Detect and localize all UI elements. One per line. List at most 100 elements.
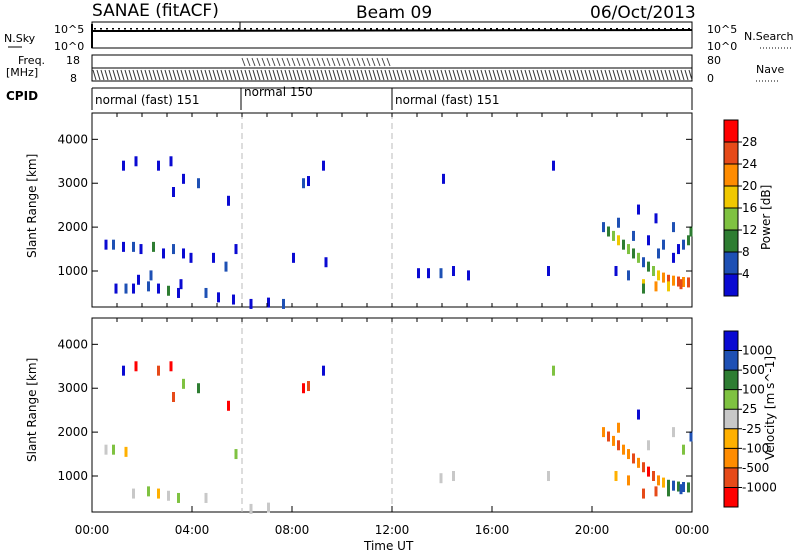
x-tick-label: 16:00 [475, 523, 510, 537]
nsearch-mark [520, 28, 522, 30]
data-cell [249, 503, 253, 514]
nave-mark [496, 69, 501, 81]
data-cell [654, 486, 658, 497]
colorbar-swatch [724, 120, 738, 142]
data-cell [147, 486, 150, 497]
nave-mark [556, 69, 561, 81]
nave-mark [600, 69, 605, 81]
nsearch-mark [334, 28, 336, 30]
nsearch-mark [682, 28, 684, 30]
nave-mark [120, 69, 125, 81]
data-cell [642, 283, 645, 294]
nsearch-mark [268, 28, 270, 30]
nave-mark [612, 69, 617, 81]
data-cell [622, 239, 625, 250]
nsearch-mark [310, 28, 312, 30]
data-cell [104, 239, 108, 250]
data-cell [642, 488, 645, 499]
freq-unit-label: [MHz] [6, 66, 38, 79]
nave-mark [312, 69, 317, 81]
nsearch-mark [580, 28, 582, 30]
data-cell [682, 444, 685, 455]
nave-mark [456, 69, 461, 81]
nave-mark [188, 69, 193, 81]
colorbar-tick-label: -1000 [742, 480, 777, 494]
nave-mark [440, 69, 445, 81]
nave-mark [392, 69, 397, 81]
data-cell [687, 482, 690, 493]
nsearch-mark [418, 28, 420, 30]
power-colorbar-label: Power [dB] [759, 185, 773, 250]
data-cell [622, 444, 625, 455]
nave-mark [316, 69, 321, 81]
nave-mark [464, 69, 469, 81]
nsearch-mark [286, 28, 288, 30]
nave-mark [124, 69, 129, 81]
data-cell [172, 187, 175, 198]
nsearch-mark [586, 28, 588, 30]
nave-mark [296, 69, 301, 81]
nave-mark [412, 69, 417, 81]
data-cell [452, 471, 455, 482]
colorbar-tick-label: 25 [742, 402, 757, 416]
freq-mark [311, 57, 316, 67]
nave-tick-top: 80 [707, 54, 721, 67]
nave-mark [356, 69, 361, 81]
nave-mark [224, 69, 229, 81]
nsearch-mark [544, 28, 546, 30]
nsearch-mark [484, 28, 486, 30]
nsearch-mark [538, 28, 540, 30]
data-cell [137, 274, 140, 285]
data-cell [157, 488, 160, 499]
data-cell [637, 252, 640, 263]
nsearch-mark [118, 28, 120, 30]
data-cell [657, 475, 660, 486]
nave-mark [452, 69, 457, 81]
nave-mark [256, 69, 261, 81]
nave-mark [576, 69, 581, 81]
data-cell [112, 239, 115, 250]
colorbar-swatch [724, 331, 738, 351]
beam-label: Beam 09 [356, 3, 432, 23]
data-cell [617, 235, 620, 246]
data-cell [267, 297, 270, 308]
nave-mark [544, 69, 549, 81]
time-x-axis: 00:00 04:00 08:00 12:00 16:00 20:00 00:00 [75, 113, 709, 537]
y-tick-label: 3000 [57, 381, 88, 395]
nave-mark [292, 69, 297, 81]
nave-mark [688, 69, 693, 81]
data-cell [677, 481, 680, 492]
data-cell [667, 281, 670, 292]
freq-mark [271, 57, 276, 67]
colorbar-tick-label: 12 [742, 223, 757, 237]
data-cell [612, 435, 615, 446]
nave-mark [144, 69, 149, 81]
nsearch-mark [532, 28, 534, 30]
nave-mark [212, 69, 217, 81]
nsearch-mark [502, 28, 504, 30]
nave-mark [384, 69, 389, 81]
data-cell [417, 268, 420, 279]
data-cell [652, 471, 655, 482]
nsearch-label: N.Search [744, 30, 794, 43]
freq-mark [291, 57, 296, 67]
nsearch-mark [610, 28, 612, 30]
date-label: 06/Oct/2013 [590, 3, 696, 23]
data-cell [672, 480, 675, 491]
nave-mark [324, 69, 329, 81]
nave-mark [408, 69, 413, 81]
nave-mark [568, 69, 573, 81]
data-cell [302, 178, 305, 189]
data-cell [122, 365, 125, 376]
nave-mark [236, 69, 241, 81]
data-cell [204, 287, 208, 298]
nave-mark [584, 69, 589, 81]
data-cell [647, 466, 650, 477]
nsearch-mark [226, 28, 228, 30]
nave-mark [272, 69, 277, 81]
nsearch-mark [328, 28, 330, 30]
nave-mark [320, 69, 325, 81]
nave-mark [368, 69, 373, 81]
freq-mark [306, 57, 311, 67]
nave-mark [328, 69, 333, 81]
